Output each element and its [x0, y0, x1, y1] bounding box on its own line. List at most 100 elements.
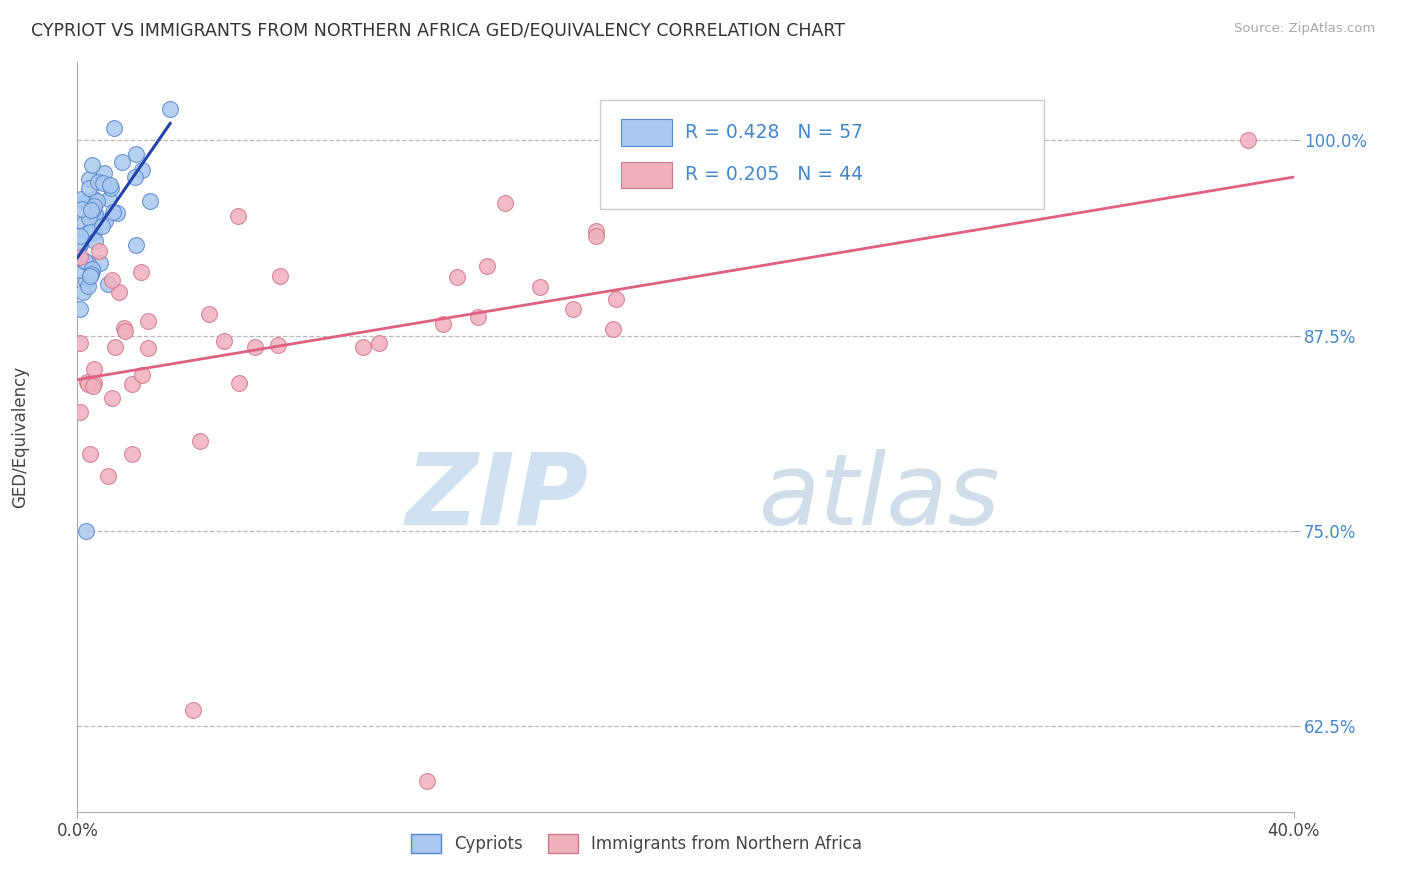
- Text: R = 0.428   N = 57: R = 0.428 N = 57: [686, 122, 863, 142]
- Point: [121, 376, 143, 391]
- Point: [101, 273, 124, 287]
- Point: [98, 178, 121, 193]
- Point: [79, 202, 101, 217]
- Point: [82, 261, 104, 276]
- Legend: Cypriots, Immigrants from Northern Africa: Cypriots, Immigrants from Northern Afric…: [405, 827, 869, 860]
- Point: [367, 336, 389, 351]
- Point: [585, 228, 607, 243]
- Point: [69, 250, 91, 264]
- Point: [90, 219, 112, 233]
- Point: [100, 391, 122, 405]
- Point: [114, 325, 136, 339]
- Point: [228, 376, 250, 390]
- FancyBboxPatch shape: [600, 100, 1045, 209]
- Point: [69, 237, 91, 252]
- Point: [86, 194, 108, 209]
- Point: [125, 147, 148, 161]
- Point: [94, 214, 117, 228]
- Point: [75, 275, 97, 289]
- Point: [131, 368, 153, 382]
- Point: [124, 238, 146, 252]
- Point: [69, 335, 91, 350]
- Point: [69, 253, 91, 268]
- Point: [190, 434, 212, 448]
- Y-axis label: GED/Equivalency: GED/Equivalency: [11, 366, 28, 508]
- Point: [352, 339, 374, 353]
- Point: [69, 404, 91, 418]
- Point: [139, 194, 162, 208]
- Point: [136, 341, 159, 355]
- Text: atlas: atlas: [758, 449, 1000, 546]
- Point: [121, 447, 143, 461]
- Point: [83, 361, 105, 376]
- Point: [83, 376, 105, 390]
- Point: [77, 172, 100, 186]
- Point: [84, 234, 107, 248]
- Point: [89, 256, 111, 270]
- Point: [529, 280, 551, 294]
- Bar: [621, 120, 672, 145]
- Text: ZIP: ZIP: [405, 449, 588, 546]
- Point: [97, 192, 120, 206]
- Point: [76, 227, 98, 242]
- Point: [69, 302, 91, 317]
- Point: [226, 209, 249, 223]
- Point: [602, 322, 624, 336]
- Point: [101, 205, 124, 219]
- Point: [212, 334, 235, 348]
- Point: [105, 205, 128, 219]
- Point: [136, 313, 159, 327]
- Point: [197, 307, 219, 321]
- Point: [84, 206, 107, 220]
- Text: CYPRIOT VS IMMIGRANTS FROM NORTHERN AFRICA GED/EQUIVALENCY CORRELATION CHART: CYPRIOT VS IMMIGRANTS FROM NORTHERN AFRI…: [31, 22, 845, 40]
- Point: [585, 224, 607, 238]
- Point: [69, 235, 91, 250]
- Point: [82, 226, 104, 240]
- Point: [79, 268, 101, 283]
- Point: [73, 216, 96, 230]
- Point: [82, 202, 104, 216]
- Point: [72, 253, 94, 268]
- Point: [93, 177, 115, 191]
- Bar: [621, 162, 672, 188]
- Point: [77, 211, 100, 225]
- Point: [77, 376, 100, 391]
- Point: [605, 292, 627, 306]
- Point: [266, 337, 288, 351]
- Point: [80, 267, 103, 281]
- Point: [446, 270, 468, 285]
- Point: [108, 285, 131, 299]
- Point: [93, 166, 115, 180]
- Point: [432, 317, 454, 331]
- Point: [416, 773, 439, 788]
- Text: R = 0.205   N = 44: R = 0.205 N = 44: [686, 165, 863, 185]
- Point: [82, 379, 104, 393]
- Point: [69, 228, 91, 243]
- Point: [80, 219, 103, 234]
- Point: [97, 468, 120, 483]
- Point: [104, 340, 127, 354]
- Point: [159, 102, 181, 116]
- Point: [75, 253, 97, 268]
- Point: [475, 260, 498, 274]
- Point: [112, 321, 135, 335]
- Point: [124, 169, 146, 184]
- Point: [100, 181, 122, 195]
- Point: [83, 199, 105, 213]
- Point: [129, 265, 152, 279]
- Point: [269, 268, 291, 283]
- Point: [77, 256, 100, 270]
- Point: [73, 194, 96, 209]
- Point: [83, 193, 105, 207]
- Point: [75, 524, 97, 538]
- Point: [72, 285, 94, 299]
- Point: [103, 120, 125, 135]
- Point: [79, 447, 101, 461]
- Point: [110, 155, 132, 169]
- Point: [467, 310, 489, 325]
- Point: [77, 181, 100, 195]
- Point: [80, 264, 103, 278]
- Point: [243, 340, 266, 354]
- Point: [77, 279, 100, 293]
- Point: [83, 224, 105, 238]
